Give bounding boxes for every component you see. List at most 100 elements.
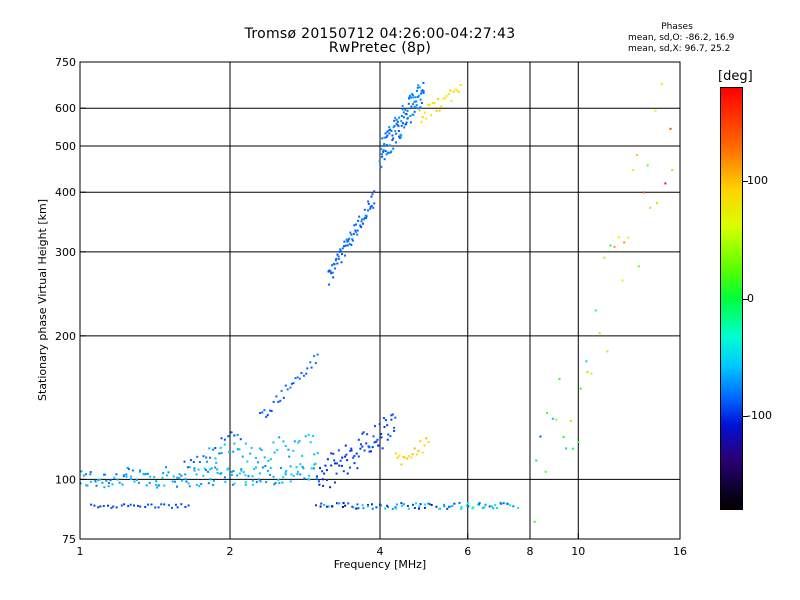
data-point — [393, 426, 396, 429]
data-point — [433, 102, 436, 105]
data-point — [210, 467, 213, 470]
data-point — [187, 504, 190, 507]
data-point — [318, 483, 321, 486]
data-point — [176, 476, 179, 479]
data-point — [105, 479, 108, 482]
data-point — [209, 468, 212, 471]
data-point — [231, 483, 234, 486]
data-point — [280, 389, 283, 392]
data-point — [278, 482, 281, 484]
data-point — [327, 505, 330, 508]
data-point — [253, 468, 256, 470]
data-point — [336, 262, 339, 265]
x-axis-label: Frequency [MHz] — [334, 558, 426, 571]
data-point — [299, 473, 302, 476]
data-point — [218, 452, 221, 455]
data-point — [207, 470, 209, 473]
grid-lines — [80, 62, 680, 539]
data-point — [353, 224, 356, 227]
data-point — [332, 452, 335, 455]
data-point — [406, 505, 409, 507]
data-point — [546, 412, 548, 415]
data-point — [350, 447, 353, 450]
data-point — [392, 126, 395, 129]
data-point — [207, 482, 210, 485]
data-point — [166, 474, 168, 477]
data-point — [413, 507, 416, 509]
phase-stats-x: mean, sd,X: 96.7, 25.2 — [628, 44, 731, 54]
data-point — [174, 503, 177, 506]
data-point — [386, 134, 389, 137]
data-point — [80, 470, 83, 473]
data-point — [381, 153, 383, 156]
data-point — [266, 414, 269, 417]
data-point — [396, 124, 399, 126]
data-point — [202, 474, 205, 477]
data-point — [195, 473, 198, 476]
x-tick-label: 6 — [464, 545, 471, 558]
data-point — [214, 466, 217, 469]
data-point — [345, 453, 348, 456]
data-point — [502, 502, 505, 505]
data-point — [370, 195, 373, 198]
data-point — [102, 505, 105, 507]
data-point — [154, 506, 157, 509]
data-point — [244, 481, 247, 484]
data-point — [289, 465, 292, 468]
data-point — [163, 503, 166, 506]
data-point — [453, 502, 456, 505]
data-point — [317, 480, 320, 483]
data-point — [378, 423, 381, 426]
data-point — [284, 473, 287, 476]
data-point — [398, 135, 400, 138]
data-point — [443, 503, 445, 506]
data-point — [357, 438, 360, 441]
data-point — [428, 103, 431, 106]
data-point — [436, 98, 439, 101]
data-point — [340, 261, 343, 264]
data-point — [417, 450, 420, 453]
data-point — [282, 476, 285, 479]
data-point — [362, 507, 365, 510]
data-point — [302, 467, 305, 470]
y-tick-label: 100 — [55, 473, 76, 486]
data-point — [438, 507, 440, 510]
data-point — [121, 483, 124, 486]
data-point — [342, 470, 345, 473]
data-point — [395, 122, 398, 125]
data-point — [373, 441, 376, 444]
data-point — [478, 503, 481, 506]
data-point — [337, 502, 339, 505]
x-tick-label: 16 — [673, 545, 687, 558]
data-point — [406, 109, 409, 112]
data-point — [323, 472, 326, 475]
data-point — [375, 440, 378, 443]
data-point — [251, 479, 254, 482]
data-point — [594, 309, 597, 312]
data-point — [418, 505, 421, 508]
data-point — [303, 477, 306, 480]
data-point — [180, 474, 183, 477]
data-point — [402, 122, 404, 125]
data-point — [577, 441, 580, 443]
x-tick-label: 1 — [77, 545, 84, 558]
data-point — [656, 202, 658, 204]
data-point — [247, 475, 250, 478]
data-point — [424, 503, 427, 506]
data-point — [617, 236, 620, 239]
data-point — [79, 482, 82, 485]
data-point — [410, 456, 413, 459]
data-point — [339, 248, 342, 251]
data-point — [393, 125, 396, 127]
data-point — [344, 455, 347, 458]
data-point — [304, 435, 307, 438]
data-point — [488, 505, 491, 508]
data-point — [346, 240, 349, 243]
data-point — [259, 412, 262, 414]
data-point — [417, 84, 420, 87]
data-point — [356, 233, 359, 236]
data-point — [413, 447, 416, 450]
colorbar-unit: [deg] — [718, 69, 753, 84]
data-point — [156, 486, 158, 489]
data-point — [329, 486, 332, 489]
